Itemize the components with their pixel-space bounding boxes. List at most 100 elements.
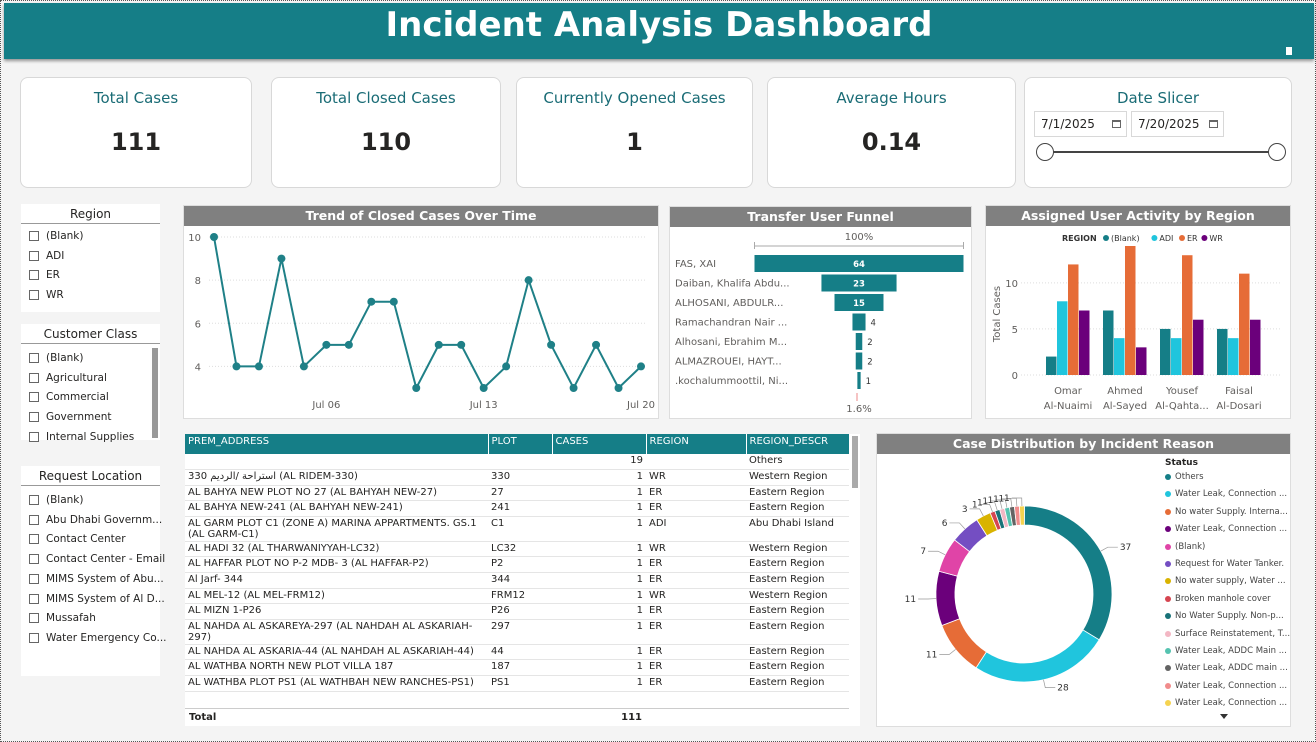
column-header-plot[interactable]: PLOT bbox=[488, 434, 553, 454]
checkbox-icon[interactable] bbox=[29, 290, 39, 300]
slicer-option[interactable]: Agricultural bbox=[29, 372, 107, 384]
column-header-region[interactable]: REGION bbox=[646, 434, 747, 454]
legend-item[interactable]: Water Leak, Connection ... bbox=[1165, 698, 1287, 708]
bar[interactable] bbox=[1057, 301, 1068, 375]
data-point[interactable] bbox=[367, 297, 376, 306]
table-row[interactable]: 330 استراحة /الرديم (AL RIDEM-330) 330 1 WR… bbox=[185, 469, 849, 486]
legend-item[interactable]: No Water Supply. Non-p... bbox=[1165, 611, 1284, 621]
table-row[interactable]: 19 Others bbox=[185, 454, 849, 471]
table-row[interactable]: AL WATHBA PLOT PS1 (AL WATHBAH NEW RANCH… bbox=[185, 675, 849, 692]
checkbox-icon[interactable] bbox=[29, 574, 39, 584]
funnel-bar[interactable] bbox=[821, 274, 897, 292]
slicer-option[interactable]: ER bbox=[29, 269, 60, 281]
data-point[interactable] bbox=[254, 362, 263, 371]
table-row[interactable]: AL BAHYA NEW-241 (AL BAHYAH NEW-241) 241 1… bbox=[185, 500, 849, 517]
data-point[interactable] bbox=[569, 384, 578, 392]
bar[interactable] bbox=[1160, 328, 1171, 375]
slicer-option[interactable]: MIMS System of Abu... bbox=[29, 573, 164, 585]
table-row[interactable]: AL GARM PLOT C1 (ZONE A) MARINA APPARTME… bbox=[185, 516, 849, 542]
checkbox-icon[interactable] bbox=[29, 613, 39, 623]
data-point[interactable] bbox=[637, 362, 645, 371]
slicer-option[interactable]: Abu Dhabi Governm... bbox=[29, 514, 162, 526]
slicer-option[interactable]: (Blank) bbox=[29, 352, 83, 364]
legend-item[interactable]: (Blank) bbox=[1165, 542, 1205, 552]
legend-item[interactable]: Water Leak, Connection ... bbox=[1165, 524, 1287, 534]
checkbox-icon[interactable] bbox=[29, 534, 39, 544]
slicer-option[interactable]: Contact Center - Email bbox=[29, 553, 165, 565]
bar[interactable] bbox=[1228, 338, 1239, 375]
slicer-option[interactable]: MIMS System of Al D... bbox=[29, 593, 165, 605]
slicer-option[interactable]: WR bbox=[29, 289, 64, 301]
table-row[interactable]: AL NAHDA AL ASKAREYA-297 (AL NAHDAH AL A… bbox=[185, 619, 849, 645]
data-point[interactable] bbox=[592, 340, 601, 349]
legend-label[interactable]: ADI bbox=[1159, 234, 1173, 243]
legend-item[interactable]: Surface Reinstatement, T... bbox=[1165, 629, 1290, 639]
data-point[interactable] bbox=[210, 233, 218, 241]
resize-handle-icon[interactable] bbox=[1286, 47, 1292, 55]
data-point[interactable] bbox=[389, 297, 398, 306]
funnel-bar[interactable] bbox=[834, 294, 884, 311]
checkbox-icon[interactable] bbox=[29, 373, 39, 383]
end-date-input[interactable]: 7/20/2025 bbox=[1131, 111, 1224, 137]
slicer-option[interactable]: Mussafah bbox=[29, 612, 96, 624]
data-point[interactable] bbox=[344, 340, 353, 349]
bar[interactable] bbox=[1125, 246, 1136, 375]
bar[interactable] bbox=[1217, 328, 1228, 375]
data-point[interactable] bbox=[457, 340, 466, 349]
slicer-option[interactable]: (Blank) bbox=[29, 230, 83, 242]
table-row[interactable]: AL HAFFAR PLOT NO P-2 MDB- 3 (AL HAFFAR-… bbox=[185, 556, 849, 574]
scrollbar[interactable] bbox=[152, 348, 158, 438]
bar[interactable] bbox=[1171, 338, 1182, 375]
slicer-option[interactable]: Internal Supplies bbox=[29, 431, 134, 443]
funnel-bar[interactable] bbox=[855, 352, 863, 370]
data-point[interactable] bbox=[502, 362, 511, 371]
data-point[interactable] bbox=[322, 340, 331, 349]
data-point[interactable] bbox=[479, 384, 488, 392]
slicer-option[interactable]: Commercial bbox=[29, 391, 109, 403]
donut-slice[interactable] bbox=[1023, 505, 1113, 641]
legend-item[interactable]: Broken manhole cover bbox=[1165, 594, 1271, 604]
legend-item[interactable]: Request for Water Tanker. bbox=[1165, 559, 1284, 569]
table-scrollbar[interactable] bbox=[852, 436, 858, 488]
table-row[interactable]: AL MIZN 1-P26 P26 1 ER Eastern Region bbox=[185, 603, 849, 620]
legend-more-icon[interactable] bbox=[1220, 714, 1228, 719]
legend-item[interactable]: Water Leak, ADDC Main ... bbox=[1165, 646, 1287, 656]
data-point[interactable] bbox=[412, 384, 421, 392]
checkbox-icon[interactable] bbox=[29, 353, 39, 363]
data-point[interactable] bbox=[299, 362, 308, 371]
table-row[interactable]: AL HADI 32 (AL THARWANIYYAH-LC32) LC32 1 WR… bbox=[185, 541, 849, 558]
legend-label[interactable]: ER bbox=[1187, 234, 1198, 243]
checkbox-icon[interactable] bbox=[29, 251, 39, 261]
bar[interactable] bbox=[1193, 319, 1204, 375]
checkbox-icon[interactable] bbox=[29, 495, 39, 505]
legend-item[interactable]: Water Leak, Connection ... bbox=[1165, 681, 1287, 691]
slicer-option[interactable]: ADI bbox=[29, 250, 64, 262]
bar[interactable] bbox=[1182, 255, 1193, 375]
date-range-start-handle[interactable] bbox=[1036, 143, 1054, 161]
legend-item[interactable]: No water supply, Water ... bbox=[1165, 576, 1286, 586]
funnel-bar[interactable] bbox=[857, 372, 861, 389]
checkbox-icon[interactable] bbox=[29, 554, 39, 564]
data-point[interactable] bbox=[524, 276, 533, 285]
donut-slice[interactable] bbox=[935, 570, 961, 627]
donut-slice[interactable] bbox=[975, 629, 1100, 683]
donut-slice[interactable] bbox=[941, 618, 987, 669]
start-date-input[interactable]: 7/1/2025 bbox=[1034, 111, 1127, 137]
donut-slice[interactable] bbox=[1018, 505, 1025, 526]
bar[interactable] bbox=[1114, 338, 1125, 375]
slicer-option[interactable]: Water Emergency Co... bbox=[29, 632, 167, 644]
table-row[interactable]: AL NAHDA AL ASKARIA-44 (AL NAHDAH AL ASK… bbox=[185, 644, 849, 661]
slicer-option[interactable]: Contact Center bbox=[29, 533, 126, 545]
checkbox-icon[interactable] bbox=[29, 392, 39, 402]
calendar-icon[interactable] bbox=[1209, 120, 1218, 128]
data-point[interactable] bbox=[614, 384, 623, 392]
legend-item[interactable]: No water Supply. Interna... bbox=[1165, 507, 1288, 517]
funnel-bar[interactable] bbox=[855, 333, 863, 350]
checkbox-icon[interactable] bbox=[29, 432, 39, 442]
table-row[interactable]: AL WATHBA NORTH NEW PLOT VILLA 187 187 1 ER… bbox=[185, 659, 849, 677]
legend-item[interactable]: Water Leak, ADDC main ... bbox=[1165, 663, 1288, 673]
bar[interactable] bbox=[1079, 310, 1090, 376]
legend-item[interactable]: Others bbox=[1165, 472, 1204, 482]
bar[interactable] bbox=[1103, 310, 1114, 376]
bar[interactable] bbox=[1068, 264, 1079, 375]
